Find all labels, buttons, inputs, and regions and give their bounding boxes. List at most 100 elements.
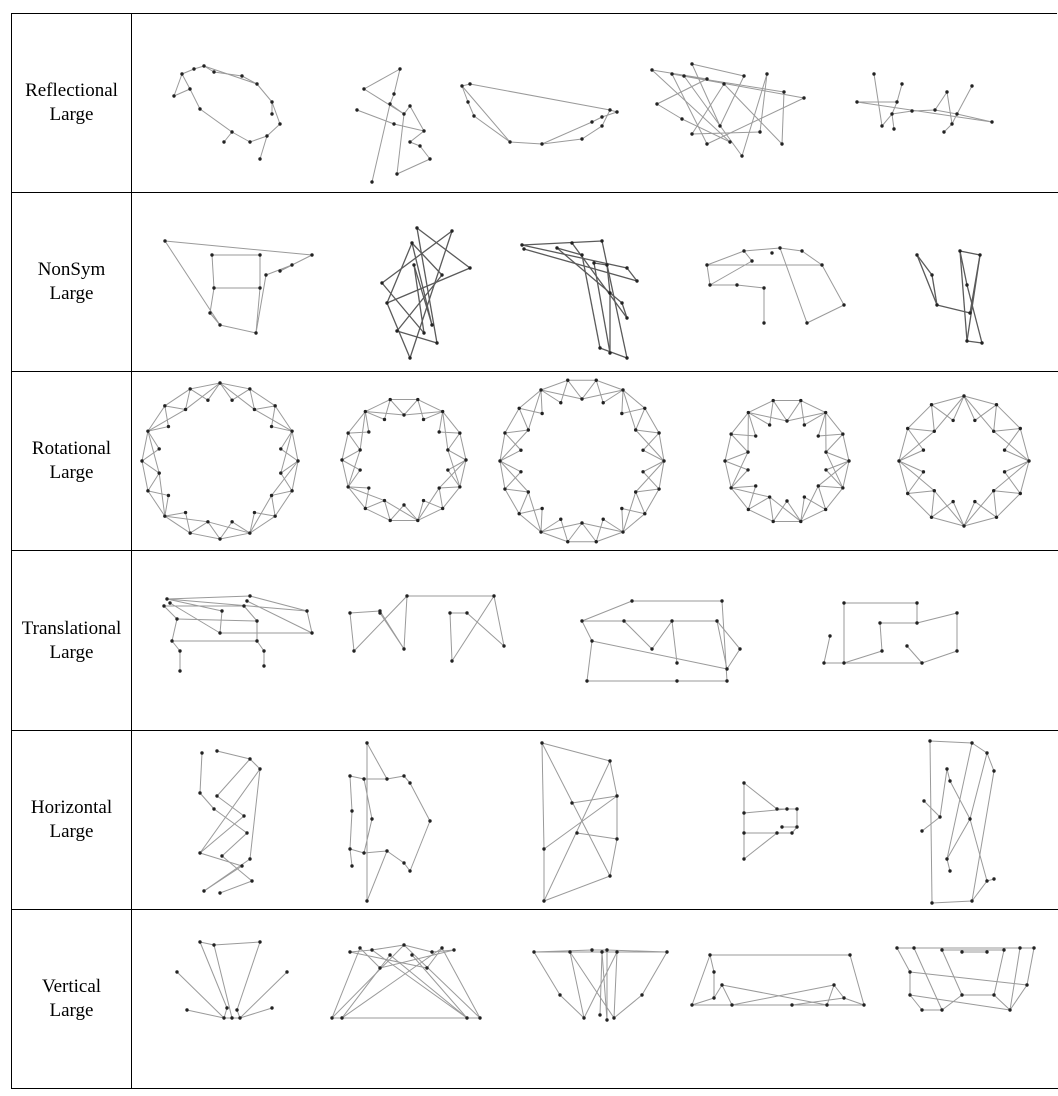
graph-edge — [1019, 428, 1030, 462]
graph-edge — [621, 302, 628, 319]
figure-cell-reflectional — [131, 12, 1058, 194]
graph-node — [255, 639, 259, 644]
graph-node — [416, 519, 420, 523]
graph-node — [955, 112, 959, 116]
graph-edge — [943, 123, 953, 133]
graph-edge — [966, 340, 983, 344]
graph-edge — [256, 641, 265, 652]
graph-edge — [243, 606, 258, 622]
graph-edge — [540, 531, 568, 543]
graph-edge — [601, 111, 618, 118]
graph-edge — [271, 461, 299, 497]
graph-edge — [642, 432, 660, 451]
graph-node — [258, 766, 262, 771]
graph-edge — [393, 68, 401, 95]
graph-edge — [173, 73, 183, 97]
graph-node — [878, 621, 882, 626]
graph-node — [248, 594, 252, 599]
graph-edge — [499, 450, 522, 462]
graph-edge — [635, 488, 660, 493]
graph-example — [650, 62, 806, 158]
graph-edge — [898, 431, 935, 462]
graph-edge — [946, 858, 951, 871]
graph-node — [388, 953, 392, 957]
graph-node — [712, 996, 716, 1000]
graph-edge — [199, 941, 215, 946]
graph-node — [252, 408, 257, 412]
graph-edge — [438, 459, 467, 489]
graph-node — [1002, 948, 1006, 952]
graph-edge — [906, 646, 923, 664]
graph-edge — [521, 244, 628, 269]
graph-edge — [748, 412, 788, 422]
graph-edge — [723, 83, 783, 145]
graph-edge — [199, 852, 243, 867]
graph-node — [215, 793, 219, 798]
graph-edge — [907, 471, 924, 495]
graph-node — [605, 263, 609, 267]
graph-edge — [164, 240, 313, 256]
graph-node — [842, 601, 846, 606]
graph-edge — [993, 404, 997, 432]
graph-node — [951, 419, 955, 423]
graph-node — [765, 72, 769, 76]
graph-node — [816, 434, 820, 439]
graph-node — [650, 68, 654, 72]
graph-edge — [396, 158, 431, 175]
graph-node — [388, 519, 392, 523]
graph-edge — [595, 519, 604, 543]
graph-edge — [540, 508, 543, 533]
graph-edge — [543, 795, 618, 850]
graph-node — [402, 647, 406, 652]
graph-edge — [274, 405, 293, 432]
graph-node — [435, 341, 439, 345]
graph-edge — [743, 247, 781, 252]
graph-node — [402, 773, 406, 778]
graph-node — [245, 830, 249, 835]
graph-node — [559, 401, 563, 405]
graph-node — [828, 634, 832, 639]
graph-node — [880, 649, 884, 654]
graph-node — [940, 948, 944, 952]
graph-node — [908, 993, 912, 997]
graph-edge — [493, 596, 505, 647]
graph-edge — [596, 531, 624, 543]
graph-node — [767, 495, 772, 500]
graph-edge — [371, 103, 391, 183]
graph-edge — [635, 429, 665, 462]
graph-node — [655, 102, 659, 106]
graph-node — [412, 263, 416, 267]
graph-node — [279, 447, 283, 451]
graph-edge — [581, 255, 601, 349]
graph-node — [478, 1016, 482, 1020]
graph-node — [615, 836, 619, 841]
graph-example — [920, 738, 996, 905]
graph-node — [1025, 983, 1029, 987]
graph-edge — [249, 388, 276, 407]
graph-node — [690, 1003, 694, 1007]
graph-edge — [843, 650, 883, 664]
graph-node — [526, 490, 531, 495]
graph-node — [675, 661, 679, 666]
graph-node — [352, 649, 356, 654]
graph-node — [680, 117, 684, 121]
graph-edge — [271, 406, 276, 427]
graph-edge — [963, 395, 995, 432]
graph-node — [594, 540, 598, 544]
graph-edge — [411, 243, 433, 326]
graph-node — [370, 180, 374, 184]
graph-edge — [540, 390, 543, 414]
graph-node — [622, 619, 626, 624]
graph-edge — [347, 486, 366, 510]
graph-edge — [909, 994, 923, 1011]
graph-edge — [219, 383, 233, 401]
graph-node — [415, 226, 419, 230]
graph-edge — [519, 508, 543, 515]
graph-edge — [963, 517, 997, 527]
graph-edge — [403, 504, 419, 522]
graph-examples-horizontal — [198, 738, 996, 905]
graph-node — [932, 489, 937, 493]
graph-edge — [417, 399, 425, 420]
graph-edge — [719, 75, 745, 127]
graph-node — [230, 1016, 234, 1020]
